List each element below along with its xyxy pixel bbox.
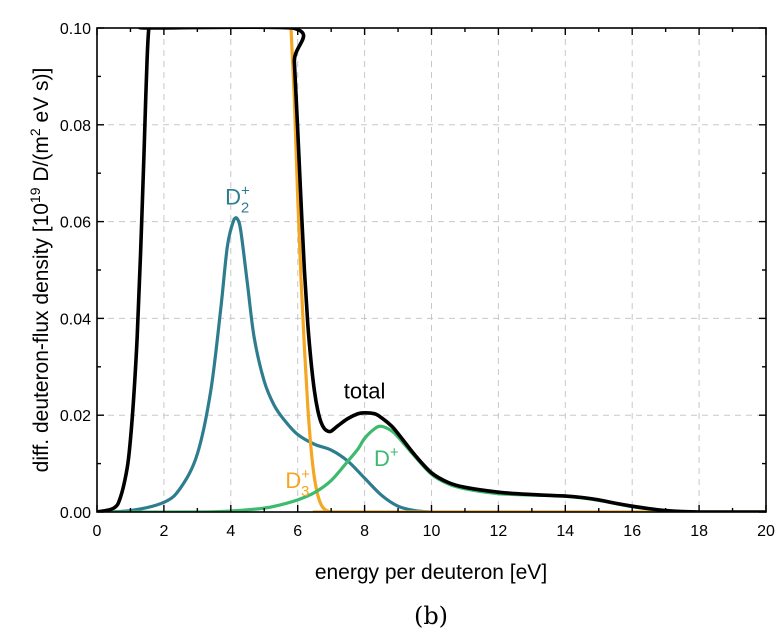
series-label-d3-plus: D+ 3: [285, 466, 310, 500]
x-tick-label: 8: [360, 523, 369, 540]
series-label-total: total: [344, 378, 386, 403]
series-label-d-plus: D+: [374, 444, 399, 471]
y-axis-title-unit-exp: 2: [27, 128, 43, 136]
y-tick-label: 0.00: [60, 505, 91, 522]
x-tick-label: 2: [159, 523, 168, 540]
figure-caption: (b): [414, 602, 448, 630]
x-tick-label: 18: [690, 523, 708, 540]
y-axis-title-unit: D/(m: [30, 136, 53, 187]
x-axis-title: energy per deuteron [eV]: [315, 561, 547, 584]
series-line-d3-plus: [289, 28, 766, 512]
y-axis-title-main: diff. deuteron-flux density [10: [30, 203, 53, 472]
y-tick-label: 0.08: [60, 118, 91, 135]
series-line-total: [97, 28, 766, 512]
x-tick-label: 10: [423, 523, 441, 540]
series-line-d-plus: [97, 424, 701, 512]
y-tick-label: 0.02: [60, 408, 91, 425]
y-tick-label: 0.10: [60, 21, 91, 38]
x-tick-label: 14: [556, 523, 574, 540]
y-axis-title-exp: 19: [27, 187, 43, 203]
x-tick-label: 16: [623, 523, 641, 540]
series-label-layer: D+ 2 D+ 3 D+ total: [225, 183, 399, 500]
x-tick-label: 0: [93, 523, 102, 540]
y-tick-label: 0.04: [60, 311, 91, 328]
tick-layer: 0 2 4 6 8 10 12 14 16 18 20 0.00 0.02 0.04 0.06 0.08 0.1…: [60, 21, 775, 540]
x-tick-label: 20: [757, 523, 775, 540]
y-tick-label: 0.06: [60, 215, 91, 232]
grid-layer: [97, 28, 766, 512]
y-axis-title: diff. deuteron-flux density [1019 D/(m2 …: [27, 68, 53, 473]
series-line-d2-plus: [97, 216, 434, 512]
y-axis-title-tail: eV s)]: [30, 68, 53, 129]
x-tick-label: 6: [293, 523, 302, 540]
series-label-d2-plus: D+ 2: [225, 183, 250, 217]
x-tick-label: 12: [490, 523, 508, 540]
series-layer: [97, 28, 766, 512]
x-tick-label: 4: [226, 523, 235, 540]
